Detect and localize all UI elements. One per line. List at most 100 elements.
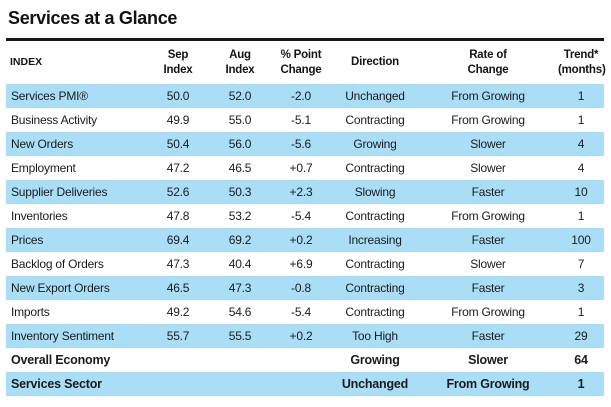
table-body: Services PMI® 50.0 52.0 -2.0 Unchanged From G… bbox=[6, 83, 604, 396]
cell-direction: Unchanged bbox=[345, 88, 405, 103]
cell-aug: 40.4 bbox=[228, 256, 252, 271]
table-row: New Export Orders 46.5 47.3 -0.8 Contracting… bbox=[6, 275, 604, 300]
cell-rate: From Growing bbox=[451, 208, 525, 223]
cell-direction: Contracting bbox=[345, 280, 405, 295]
cell-index: Services PMI® bbox=[11, 88, 88, 103]
cell-aug: 55.0 bbox=[228, 112, 252, 127]
column-header-trend: Trend* (months) bbox=[558, 49, 606, 76]
cell-direction: Too High bbox=[352, 328, 398, 343]
cell-index: New Orders bbox=[11, 136, 74, 151]
cell-change: -5.6 bbox=[291, 136, 311, 151]
cell-trend: 10 bbox=[574, 184, 588, 199]
cell-rate: Slower bbox=[470, 136, 506, 151]
cell-change: -5.4 bbox=[291, 208, 311, 223]
cell-rate: Slower bbox=[470, 256, 506, 271]
cell-index: Inventories bbox=[11, 208, 68, 223]
cell-trend: 7 bbox=[577, 256, 585, 271]
table-row: Inventories 47.8 53.2 -5.4 Contracting From G… bbox=[6, 204, 604, 228]
cell-sep: 49.2 bbox=[166, 304, 190, 319]
cell-change: -5.1 bbox=[291, 112, 311, 127]
cell-index: Business Activity bbox=[11, 112, 97, 127]
cell-aug: 69.2 bbox=[228, 232, 252, 247]
cell-index: Employment bbox=[11, 160, 76, 175]
table-row: Overall Economy Growing Slower 64 bbox=[6, 348, 604, 372]
cell-trend: 4 bbox=[577, 136, 585, 151]
cell-sep: 46.5 bbox=[166, 280, 190, 295]
cell-sep: 50.0 bbox=[166, 88, 190, 103]
cell-direction: Unchanged bbox=[341, 376, 409, 391]
cell-sep: 69.4 bbox=[166, 232, 190, 247]
cell-direction: Contracting bbox=[345, 112, 405, 127]
cell-change bbox=[270, 348, 332, 372]
cell-trend: 1 bbox=[577, 112, 585, 127]
cell-direction: Increasing bbox=[348, 232, 402, 247]
cell-rate: Slower bbox=[468, 352, 508, 367]
cell-index: Imports bbox=[11, 304, 50, 319]
cell-aug: 50.3 bbox=[228, 184, 252, 199]
table-row: Backlog of Orders 47.3 40.4 +6.9 Contracting… bbox=[6, 252, 604, 276]
table-row: Supplier Deliveries 52.6 50.3 +2.3 Slowing Fa… bbox=[6, 179, 604, 204]
table-row: Services Sector Unchanged From Growing 1 bbox=[6, 371, 604, 396]
cell-rate: Faster bbox=[471, 184, 505, 199]
cell-sep: 47.2 bbox=[166, 160, 190, 175]
cell-trend: 1 bbox=[577, 304, 585, 319]
cell-trend: 1 bbox=[577, 376, 585, 391]
cell-trend: 3 bbox=[577, 280, 585, 295]
cell-change: -5.4 bbox=[291, 304, 311, 319]
cell-direction: Contracting bbox=[345, 304, 405, 319]
cell-aug bbox=[210, 348, 270, 372]
column-header-change: % Point Change bbox=[280, 49, 322, 76]
cell-trend: 64 bbox=[574, 352, 588, 367]
cell-index: Prices bbox=[11, 232, 44, 247]
table-row: Imports 49.2 54.6 -5.4 Contracting From Growi… bbox=[6, 300, 604, 324]
cell-aug: 55.5 bbox=[228, 328, 252, 343]
cell-rate: Faster bbox=[471, 280, 505, 295]
cell-index: Overall Economy bbox=[11, 352, 111, 367]
table-row: Business Activity 49.9 55.0 -5.1 Contracting… bbox=[6, 108, 604, 132]
cell-change: +0.7 bbox=[289, 160, 313, 175]
cell-trend: 29 bbox=[574, 328, 588, 343]
cell-aug: 52.0 bbox=[228, 88, 252, 103]
table-header-row: INDEX Sep Index Aug Index % Point Change Dir… bbox=[6, 41, 606, 84]
table-row: Employment 47.2 46.5 +0.7 Contracting Slower 4 bbox=[6, 156, 604, 180]
cell-trend: 1 bbox=[577, 88, 585, 103]
cell-sep: 47.3 bbox=[166, 256, 190, 271]
cell-rate: Faster bbox=[471, 232, 505, 247]
cell-rate: From Growing bbox=[451, 304, 525, 319]
cell-aug: 53.2 bbox=[228, 208, 252, 223]
cell-sep bbox=[146, 372, 210, 396]
cell-rate: From Growing bbox=[451, 112, 525, 127]
table-row: Prices 69.4 69.2 +0.2 Increasing Faster 100 bbox=[6, 227, 604, 252]
column-header-rate: Rate of Change bbox=[467, 49, 509, 76]
cell-change: -2.0 bbox=[291, 88, 311, 103]
cell-rate: From Growing bbox=[451, 88, 525, 103]
cell-aug: 46.5 bbox=[228, 160, 252, 175]
cell-sep: 47.8 bbox=[166, 208, 190, 223]
cell-index: Backlog of Orders bbox=[11, 256, 104, 271]
cell-trend: 100 bbox=[571, 232, 591, 247]
cell-change: -0.8 bbox=[291, 280, 311, 295]
table-header: INDEX Sep Index Aug Index % Point Change Dir… bbox=[6, 41, 606, 84]
cell-aug: 54.6 bbox=[228, 304, 252, 319]
cell-direction: Growing bbox=[353, 136, 397, 151]
cell-trend: 4 bbox=[577, 160, 585, 175]
cell-change: +2.3 bbox=[289, 184, 313, 199]
cell-sep: 55.7 bbox=[166, 328, 190, 343]
cell-rate: Faster bbox=[471, 328, 505, 343]
cell-index: Inventory Sentiment bbox=[11, 328, 114, 343]
table-row: Inventory Sentiment 55.7 55.5 +0.2 Too High F… bbox=[6, 323, 604, 348]
column-header-index: INDEX bbox=[10, 56, 43, 69]
cell-change: +0.2 bbox=[289, 328, 313, 343]
title-rule bbox=[6, 38, 604, 41]
cell-aug bbox=[210, 372, 270, 396]
cell-sep: 52.6 bbox=[166, 184, 190, 199]
cell-sep bbox=[146, 348, 210, 372]
cell-direction: Contracting bbox=[345, 160, 405, 175]
cell-direction: Slowing bbox=[354, 184, 396, 199]
cell-rate: From Growing bbox=[446, 376, 530, 391]
table-row: New Orders 50.4 56.0 -5.6 Growing Slower 4 bbox=[6, 131, 604, 156]
cell-sep: 50.4 bbox=[166, 136, 190, 151]
column-header-sep: Sep Index bbox=[163, 49, 193, 76]
cell-change: +6.9 bbox=[289, 256, 313, 271]
cell-trend: 1 bbox=[577, 208, 585, 223]
